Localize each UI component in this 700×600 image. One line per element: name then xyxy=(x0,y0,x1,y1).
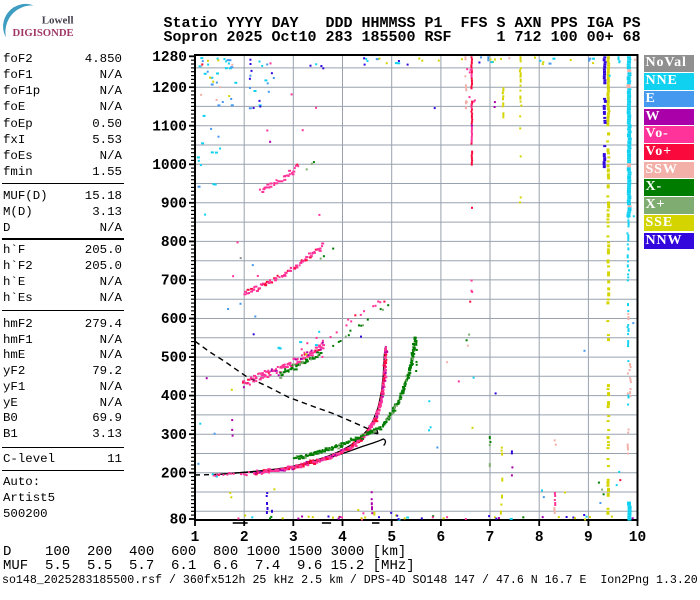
svg-text:3: 3 xyxy=(289,530,298,546)
svg-text:9: 9 xyxy=(584,530,593,546)
svg-text:1000: 1000 xyxy=(152,158,187,174)
svg-text:8: 8 xyxy=(535,530,544,546)
svg-text:7: 7 xyxy=(486,530,495,546)
svg-text:6: 6 xyxy=(437,530,446,546)
svg-text:300: 300 xyxy=(161,428,187,444)
svg-text:800: 800 xyxy=(161,235,187,251)
svg-text:700: 700 xyxy=(161,274,187,290)
svg-text:600: 600 xyxy=(161,312,187,328)
svg-text:1100: 1100 xyxy=(152,119,187,135)
svg-text:4: 4 xyxy=(338,530,347,546)
svg-text:900: 900 xyxy=(161,196,187,212)
svg-text:1200: 1200 xyxy=(152,81,187,97)
svg-text:1: 1 xyxy=(191,530,200,546)
svg-text:1280: 1280 xyxy=(152,50,187,66)
svg-text:2: 2 xyxy=(240,530,249,546)
svg-text:200: 200 xyxy=(161,466,187,482)
svg-text:5: 5 xyxy=(387,530,396,546)
svg-text:DIGISONDE: DIGISONDE xyxy=(13,27,74,39)
svg-text:Lowell: Lowell xyxy=(42,14,74,26)
svg-text:500: 500 xyxy=(161,351,187,367)
svg-text:10: 10 xyxy=(629,530,646,546)
svg-text:400: 400 xyxy=(161,389,187,405)
svg-text:80: 80 xyxy=(170,513,187,529)
